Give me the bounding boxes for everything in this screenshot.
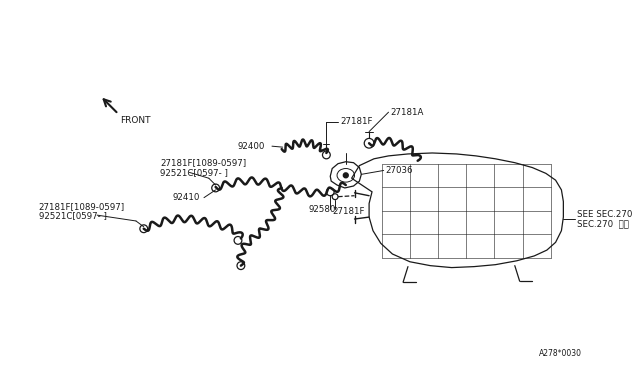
Text: 27181F[1089-0597]: 27181F[1089-0597] (39, 202, 125, 211)
Text: A278*0030: A278*0030 (539, 349, 582, 357)
Circle shape (344, 173, 348, 178)
Text: 92400: 92400 (238, 142, 266, 151)
Text: 27181F: 27181F (340, 118, 372, 126)
Text: 92410: 92410 (173, 193, 200, 202)
Text: 27181A: 27181A (390, 108, 424, 117)
Text: 92580: 92580 (309, 205, 336, 214)
Text: 27181F: 27181F (332, 207, 365, 216)
Text: 92521C[0597- ]: 92521C[0597- ] (39, 212, 107, 221)
Text: 27181F[1089-0597]: 27181F[1089-0597] (160, 158, 246, 167)
Text: 92521C[0597- ]: 92521C[0597- ] (160, 168, 228, 177)
Text: SEE SEC.270: SEE SEC.270 (577, 210, 632, 219)
Text: 27036: 27036 (386, 166, 413, 175)
Text: SEC.270  参照: SEC.270 参照 (577, 219, 629, 228)
Text: FRONT: FRONT (120, 116, 151, 125)
